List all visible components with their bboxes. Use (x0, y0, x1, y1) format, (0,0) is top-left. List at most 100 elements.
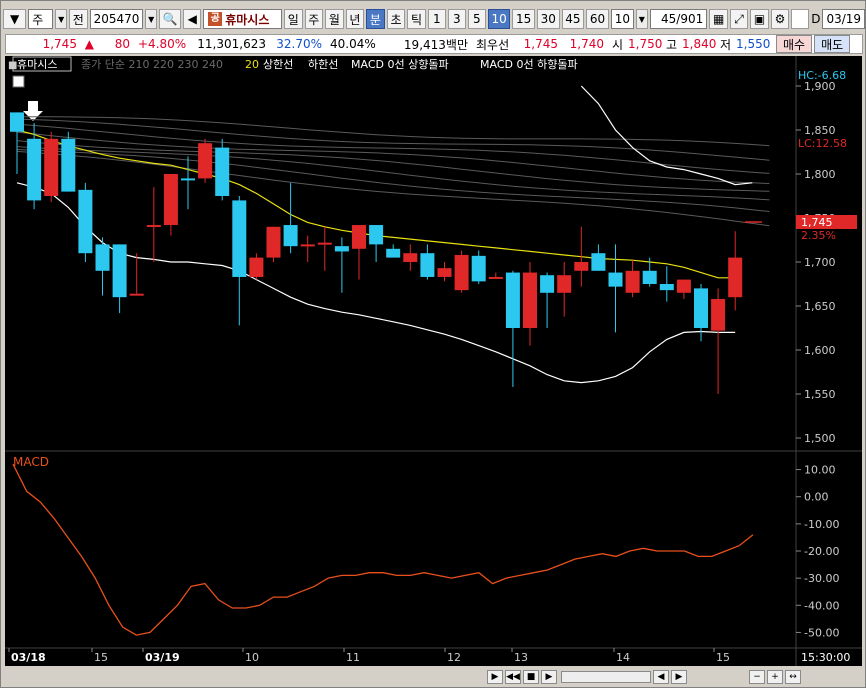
period-month[interactable]: 월 (325, 9, 344, 29)
minus-icon[interactable]: − (749, 670, 765, 684)
time-axis-right: 15:30:00 (801, 651, 850, 664)
date-input[interactable]: 03/19 (822, 9, 866, 29)
best-quote-label: 최우선 (476, 37, 510, 52)
candle-body (95, 244, 110, 271)
macd-label: MACD (13, 455, 49, 469)
d-checkbox[interactable] (791, 9, 810, 29)
buy-button[interactable]: 매수 (776, 35, 813, 53)
chevron-down-icon[interactable]: ▼ (145, 9, 157, 29)
period-second[interactable]: 초 (386, 9, 406, 29)
candle-body (420, 253, 435, 277)
candle-body (198, 143, 213, 179)
sell-button[interactable]: 매도 (814, 35, 851, 53)
interval-10[interactable]: 10 (487, 9, 511, 29)
next-icon[interactable]: ▶ (671, 670, 687, 684)
table-icon[interactable] (12, 75, 25, 88)
zoom-icon[interactable]: ⤢ (730, 9, 749, 29)
d-label: D (811, 12, 821, 26)
candle-body (711, 298, 726, 331)
reset-icon[interactable]: ↔ (785, 670, 801, 684)
interval-3[interactable]: 3 (447, 9, 466, 29)
grid-icon[interactable]: ▦ (709, 9, 729, 29)
candle-body (574, 262, 589, 271)
period-minute[interactable]: 분 (366, 9, 385, 29)
macd-axis: 10.00 0.00 -10.00 -20.00 -30.00 -40.00 -50.00 (796, 464, 839, 639)
price-tick-label: 1,800 (804, 168, 836, 181)
ma-long-line (16, 146, 770, 201)
period-day[interactable]: 일 (283, 9, 303, 29)
candle-body (44, 138, 59, 196)
low-price: 1,550 (736, 37, 771, 51)
interval-5[interactable]: 5 (467, 9, 486, 29)
stock-name-box[interactable]: 공 휴마시스 (203, 9, 282, 29)
interval-30[interactable]: 30 (536, 9, 560, 29)
candles (10, 112, 743, 394)
foreign-ratio: 40.04% (330, 37, 376, 51)
hc-label: HC:-6.68 (798, 69, 846, 82)
quote-bar: 1,745 ▲ 80 +4.80% 11,301,623 32.70% 40.0… (5, 34, 863, 54)
save-icon[interactable]: ▣ (750, 9, 769, 29)
search-icon[interactable]: 🔍 (158, 9, 182, 29)
zoom-slider[interactable] (561, 671, 651, 683)
candle-body (454, 254, 469, 291)
gear-icon[interactable]: ⚙ (770, 9, 790, 29)
candle-body (557, 275, 572, 293)
time-tick-label: 11 (346, 651, 360, 664)
best-bid: 1,740 (569, 37, 604, 51)
candle-body (129, 293, 144, 296)
candle-body (300, 244, 315, 247)
scroll-end-icon[interactable]: ▶ (487, 670, 503, 684)
candle-body (471, 255, 486, 282)
ma-long-line (16, 123, 770, 174)
legend-ma20: 20 (245, 58, 259, 71)
period-year[interactable]: 년 (345, 9, 365, 29)
candle-body (642, 270, 657, 284)
price-tick-label: 1,600 (804, 344, 836, 357)
time-tick-label: 03/18 (11, 651, 46, 664)
macd-series (12, 463, 754, 636)
plus-icon[interactable]: + (767, 670, 783, 684)
macd-tick-label: 10.00 (804, 464, 836, 477)
interval-60[interactable]: 60 (586, 9, 609, 29)
interval-15[interactable]: 15 (512, 9, 535, 29)
ma-long-line (17, 116, 770, 147)
legend-macd-down: MACD 0선 하향돌파 (480, 57, 578, 71)
interval-1[interactable]: 1 (427, 9, 446, 29)
rewind-icon[interactable]: ◀◀ (505, 670, 521, 684)
count-input[interactable]: 45/901 (649, 9, 708, 29)
macd-tick-label: -20.00 (804, 545, 839, 558)
time-tick-label: 14 (616, 651, 630, 664)
legend-title-box[interactable] (12, 56, 72, 72)
prev-button[interactable]: 전 (69, 9, 88, 29)
interval-input[interactable]: 10 (610, 9, 635, 29)
candle-body (505, 272, 520, 328)
bottom-nav: ▶ ◀◀ ■ ▶ ◀ ▶ − + ↔ (5, 667, 862, 687)
speaker-icon[interactable]: ◀ (183, 9, 202, 29)
price-tick-label: 1,700 (804, 256, 836, 269)
period-type-select[interactable]: 주 (28, 9, 54, 29)
candle-body (352, 225, 366, 249)
price-tick-label: 1,850 (804, 124, 836, 137)
macd-tick-label: -10.00 (804, 518, 839, 531)
chevron-down-icon[interactable]: ▼ (636, 9, 648, 29)
stop-icon[interactable]: ■ (523, 670, 539, 684)
candle-body (283, 225, 298, 247)
chevron-down-icon[interactable]: ▼ (55, 9, 68, 29)
chart-type-button[interactable]: ▼ (3, 9, 27, 29)
legend-lower: 하한선 (308, 57, 338, 71)
play-icon[interactable]: ▶ (541, 670, 557, 684)
interval-45[interactable]: 45 (561, 9, 585, 29)
period-tick[interactable]: 틱 (407, 9, 426, 29)
trade-amount: 19,413백만 (403, 37, 468, 52)
candle-body (659, 284, 674, 291)
count-total: /901 (676, 12, 704, 26)
prev-icon[interactable]: ◀ (653, 670, 669, 684)
volume: 11,301,623 (197, 37, 266, 51)
chart-area[interactable]: ■ 휴마시스 종가 단순 210 220 230 240 20 상한선 하한선 … (5, 56, 862, 666)
code-input[interactable]: 205470 (89, 9, 144, 29)
price-tick-label: 1,500 (804, 432, 836, 445)
lc-label: LC:12.58 (798, 137, 847, 150)
gong-badge: 공 (208, 12, 223, 26)
period-week[interactable]: 주 (304, 9, 324, 29)
